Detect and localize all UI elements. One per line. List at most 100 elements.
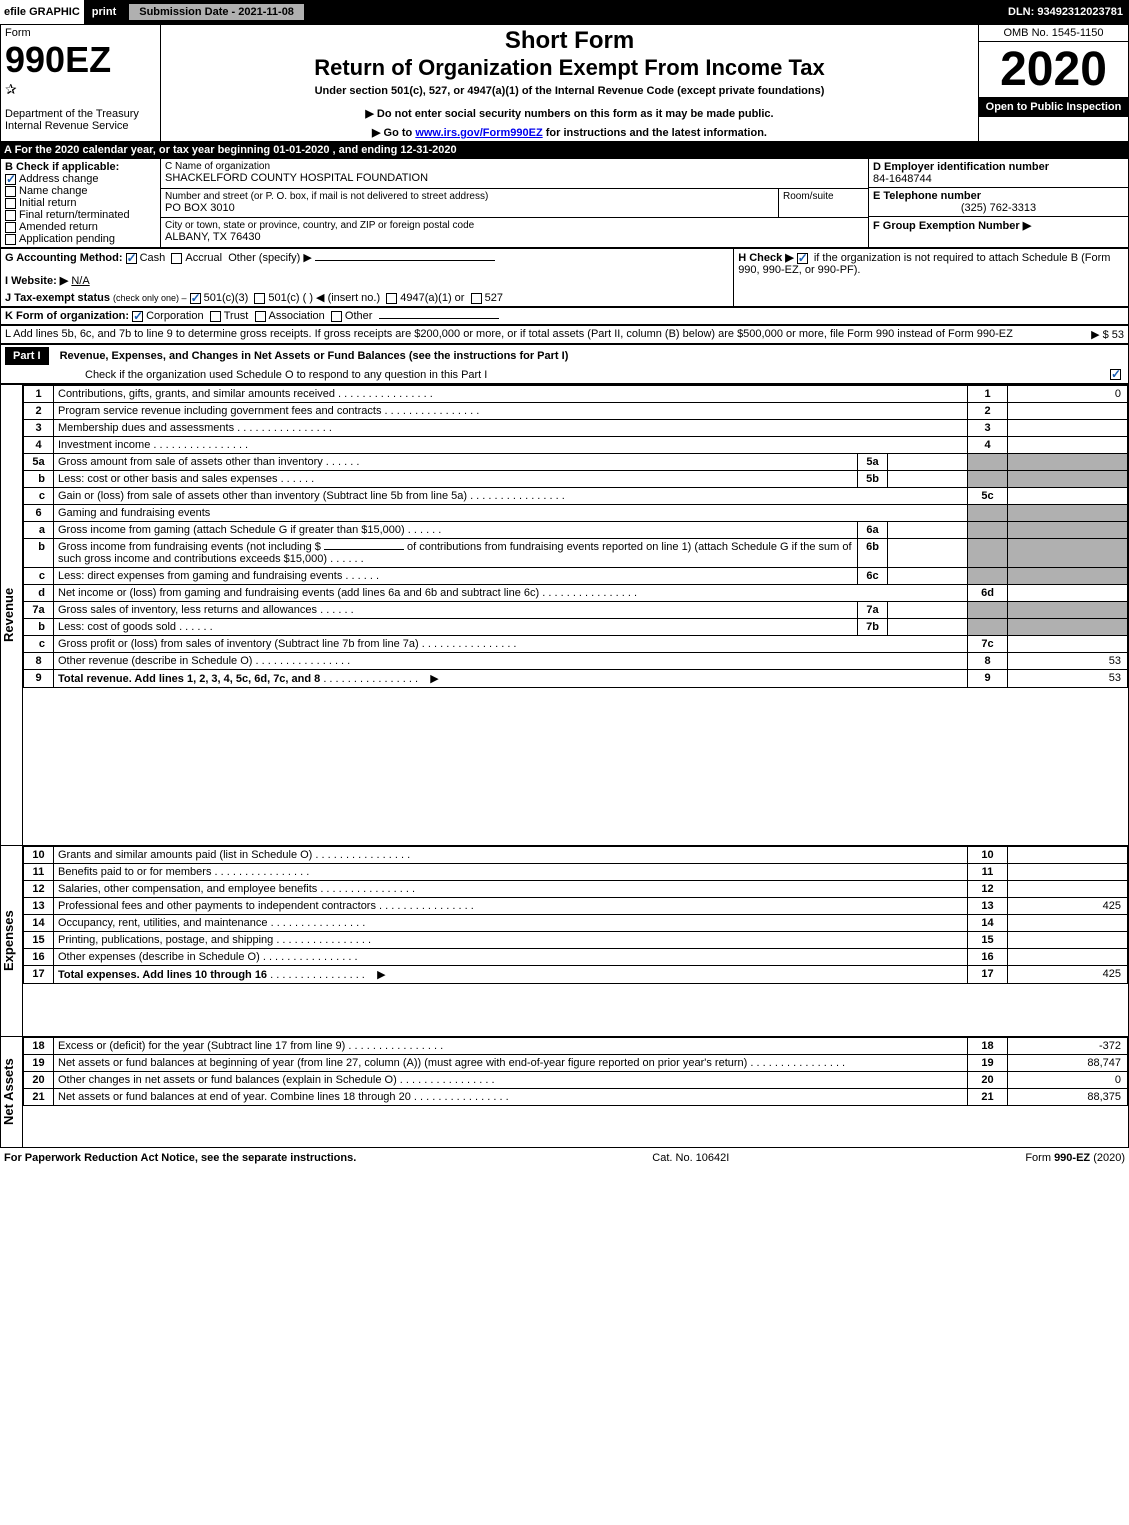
part-1-check-text: Check if the organization used Schedule … [85,369,487,381]
line-number: b [24,471,54,488]
line-text: Investment income . . . . . . . . . . . … [54,437,968,454]
box-k-checkbox-1[interactable] [210,311,221,322]
box-b-header: B Check if applicable: [5,161,156,173]
schedule-b-text: if the organization is not required to a… [738,252,1110,276]
line-right-num: 4 [968,437,1008,454]
accrual-checkbox[interactable] [171,253,182,264]
box-k-label: K Form of organization: [5,310,129,322]
line-right-val-gray [1008,522,1128,539]
line-text: Gaming and fundraising events [54,505,968,522]
line-number: 5a [24,454,54,471]
line-right-val [1008,932,1128,949]
street-label: Number and street (or P. O. box, if mail… [165,191,774,202]
top-bar: efile GRAPHIC print Submission Date - 20… [0,0,1129,24]
line-number: 11 [24,864,54,881]
box-b-item: Address change [5,173,156,185]
city-value: ALBANY, TX 76430 [165,231,864,243]
line-right-val [1008,403,1128,420]
irs-link[interactable]: www.irs.gov/Form990EZ [415,127,542,139]
line-number: 14 [24,915,54,932]
line-right-val: 88,375 [1008,1089,1128,1106]
other-specify-label: Other (specify) ▶ [228,252,312,264]
line-text: Grants and similar amounts paid (list in… [54,847,968,864]
omb-number: OMB No. 1545-1150 [979,25,1128,42]
goto-prefix: ▶ Go to [372,127,415,139]
box-i-label: I Website: ▶ [5,275,68,287]
box-b-checkbox-1[interactable] [5,186,16,197]
phone-value: (325) 762-3313 [873,202,1124,214]
dept-treasury: Department of the Treasury [5,108,156,120]
line-number: c [24,488,54,505]
line-right-num: 2 [968,403,1008,420]
box-h-label: H Check ▶ [738,252,794,264]
line-number: b [24,619,54,636]
line-right-val: 0 [1008,1072,1128,1089]
box-k-checkbox-2[interactable] [255,311,266,322]
box-b-item: Amended return [5,221,156,233]
room-suite-label: Room/suite [783,191,864,202]
line-text: Less: cost or other basis and sales expe… [54,471,858,488]
page-footer: For Paperwork Reduction Act Notice, see … [0,1148,1129,1168]
return-title: Return of Organization Exempt From Incom… [165,55,974,81]
line-number: 2 [24,403,54,420]
line-text: Printing, publications, postage, and shi… [54,932,968,949]
box-k-checkbox-0[interactable] [132,311,143,322]
line-right-val-gray [1008,539,1128,568]
line-text: Program service revenue including govern… [54,403,968,420]
tax-year-period-row: A For the 2020 calendar year, or tax yea… [0,142,1129,158]
line-right-val [1008,949,1128,966]
line-text: Gain or (loss) from sale of assets other… [54,488,968,505]
box-l-text: L Add lines 5b, 6c, and 7b to line 9 to … [5,328,1013,340]
paperwork-notice: For Paperwork Reduction Act Notice, see … [4,1152,356,1164]
line-number: 20 [24,1072,54,1089]
527-checkbox[interactable] [471,293,482,304]
goto-suffix: for instructions and the latest informat… [543,127,767,139]
box-b-checkbox-0[interactable] [5,174,16,185]
box-b-checkbox-2[interactable] [5,198,16,209]
line-text: Gross profit or (loss) from sales of inv… [54,636,968,653]
line-right-num: 17 [968,966,1008,984]
part-1-schedule-o-checkbox[interactable] [1110,369,1121,380]
inline-box-value [888,602,968,619]
box-j-label: J Tax-exempt status [5,292,110,304]
box-b-checkbox-4[interactable] [5,222,16,233]
line-number: 16 [24,949,54,966]
box-g-label: G Accounting Method: [5,252,123,264]
501c-checkbox[interactable] [254,293,265,304]
website-value: N/A [71,275,89,287]
line-right-num: 16 [968,949,1008,966]
expenses-vertical-label: Expenses [1,846,16,1036]
line-right-num-gray [968,619,1008,636]
inline-box-label: 5a [858,454,888,471]
inline-box-value [888,568,968,585]
box-b-checkbox-5[interactable] [5,234,16,245]
line-text: Other revenue (describe in Schedule O) .… [54,653,968,670]
line-text: Net assets or fund balances at end of ye… [54,1089,968,1106]
line-right-num: 10 [968,847,1008,864]
ein-value: 84-1648744 [873,173,1124,185]
inline-box-label: 6a [858,522,888,539]
line-number: 12 [24,881,54,898]
line-right-num: 14 [968,915,1008,932]
line-right-num: 15 [968,932,1008,949]
box-b-item-label: Initial return [19,197,76,209]
line-number: 13 [24,898,54,915]
form-of-org-row: K Form of organization: Corporation Trus… [0,307,1129,325]
line-text: Contributions, gifts, grants, and simila… [54,386,968,403]
line-right-val: -372 [1008,1038,1128,1055]
schedule-b-checkbox[interactable] [797,253,808,264]
box-b-item-label: Application pending [19,233,115,245]
print-link[interactable]: print [84,6,124,18]
4947-checkbox[interactable] [386,293,397,304]
box-k-checkbox-3[interactable] [331,311,342,322]
box-b-checkbox-3[interactable] [5,210,16,221]
line-text: Professional fees and other payments to … [54,898,968,915]
line-right-val-gray [1008,471,1128,488]
501c3-checkbox[interactable] [190,293,201,304]
inline-box-value [888,471,968,488]
line-right-val-gray [1008,505,1128,522]
line-number: 3 [24,420,54,437]
cash-checkbox[interactable] [126,253,137,264]
line-text: Gross income from gaming (attach Schedul… [54,522,858,539]
box-d-label: D Employer identification number [873,161,1124,173]
